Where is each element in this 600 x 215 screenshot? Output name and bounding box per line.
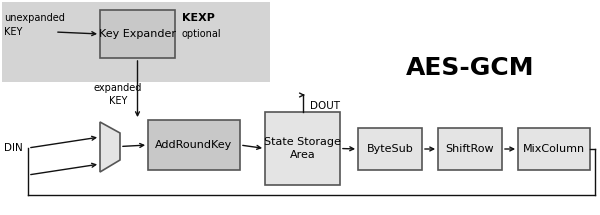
Bar	[358, 128, 422, 170]
Text: expanded: expanded	[94, 83, 142, 93]
Text: AES-GCM: AES-GCM	[406, 56, 534, 80]
Text: AddRoundKey: AddRoundKey	[155, 140, 233, 150]
Text: MixColumn: MixColumn	[523, 144, 585, 154]
Bar	[100, 10, 175, 58]
Bar	[2, 2, 270, 82]
Text: optional: optional	[182, 29, 221, 39]
Bar	[518, 128, 590, 170]
Text: ByteSub: ByteSub	[367, 144, 413, 154]
Text: ShiftRow: ShiftRow	[446, 144, 494, 154]
Bar	[265, 112, 340, 185]
Text: DIN: DIN	[4, 143, 23, 153]
Polygon shape	[100, 122, 120, 172]
Text: Key Expander: Key Expander	[99, 29, 176, 39]
Bar	[438, 128, 502, 170]
Text: KEXP: KEXP	[182, 13, 215, 23]
Bar	[148, 120, 240, 170]
Text: KEY: KEY	[109, 96, 127, 106]
Text: State Storage
Area: State Storage Area	[264, 137, 341, 160]
Text: DOUT: DOUT	[310, 101, 340, 111]
Text: KEY: KEY	[4, 27, 22, 37]
Text: unexpanded: unexpanded	[4, 13, 65, 23]
